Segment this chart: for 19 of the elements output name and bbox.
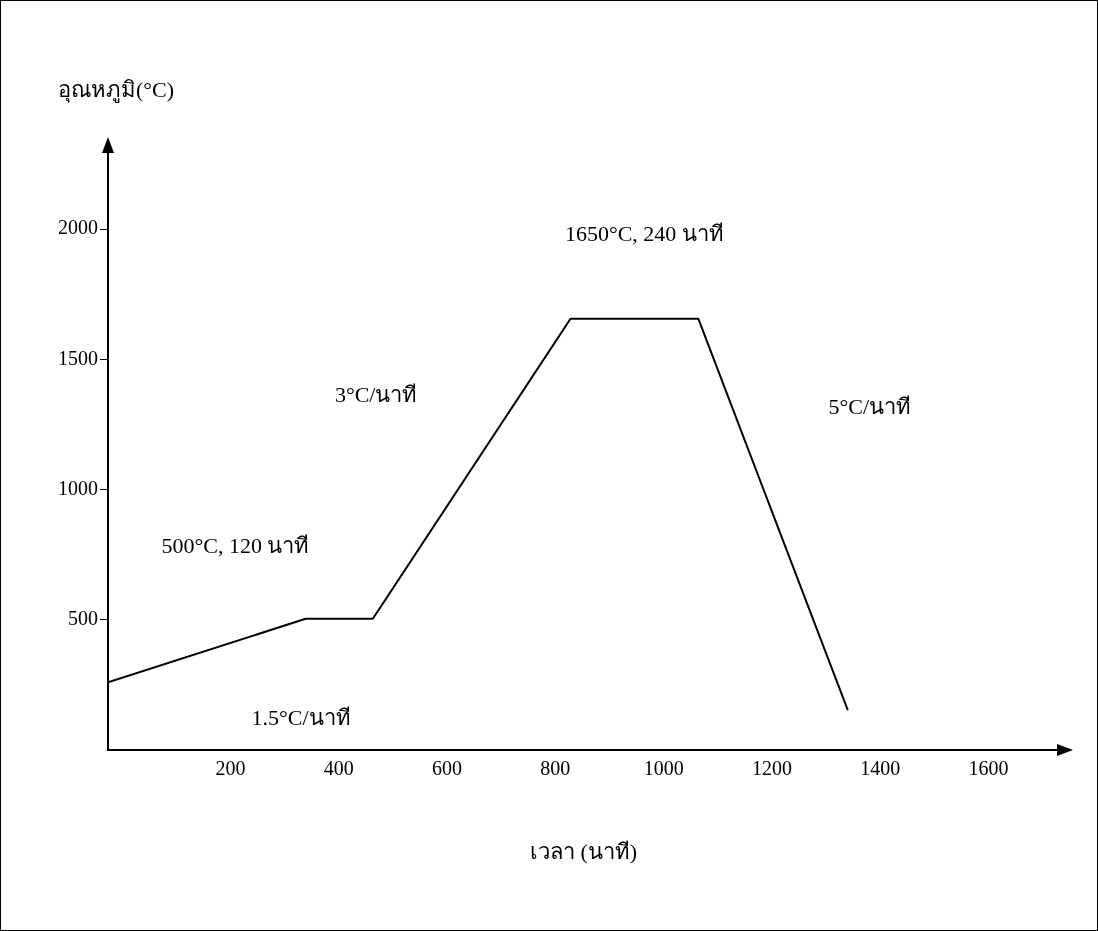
y-tick-label: 1000 bbox=[58, 476, 98, 499]
x-tick-label: 1200 bbox=[751, 757, 792, 780]
x-tick-label: 400 bbox=[323, 757, 354, 780]
annotation: 1.5°C/นาที bbox=[251, 704, 351, 730]
x-tick-label: 1000 bbox=[643, 757, 684, 780]
x-tick-label: 1600 bbox=[968, 757, 1009, 780]
annotation: 5°C/นาที bbox=[828, 394, 912, 420]
annotation: 3°C/นาที bbox=[334, 381, 418, 407]
y-tick-label: 1500 bbox=[58, 346, 98, 369]
y-axis-title: อุณหภูมิ(°C) bbox=[58, 76, 175, 103]
x-tick-label: 600 bbox=[432, 757, 463, 780]
y-tick-label: 500 bbox=[68, 607, 98, 630]
annotation: 500°C, 120 นาที bbox=[161, 532, 310, 558]
x-tick-label: 200 bbox=[215, 757, 246, 780]
annotation: 1650°C, 240 นาที bbox=[564, 221, 724, 247]
x-tick-label: 800 bbox=[540, 757, 571, 780]
y-tick-label: 2000 bbox=[58, 216, 98, 239]
x-axis-title: เวลา (นาที) bbox=[529, 838, 638, 864]
x-tick-label: 1400 bbox=[860, 757, 901, 780]
